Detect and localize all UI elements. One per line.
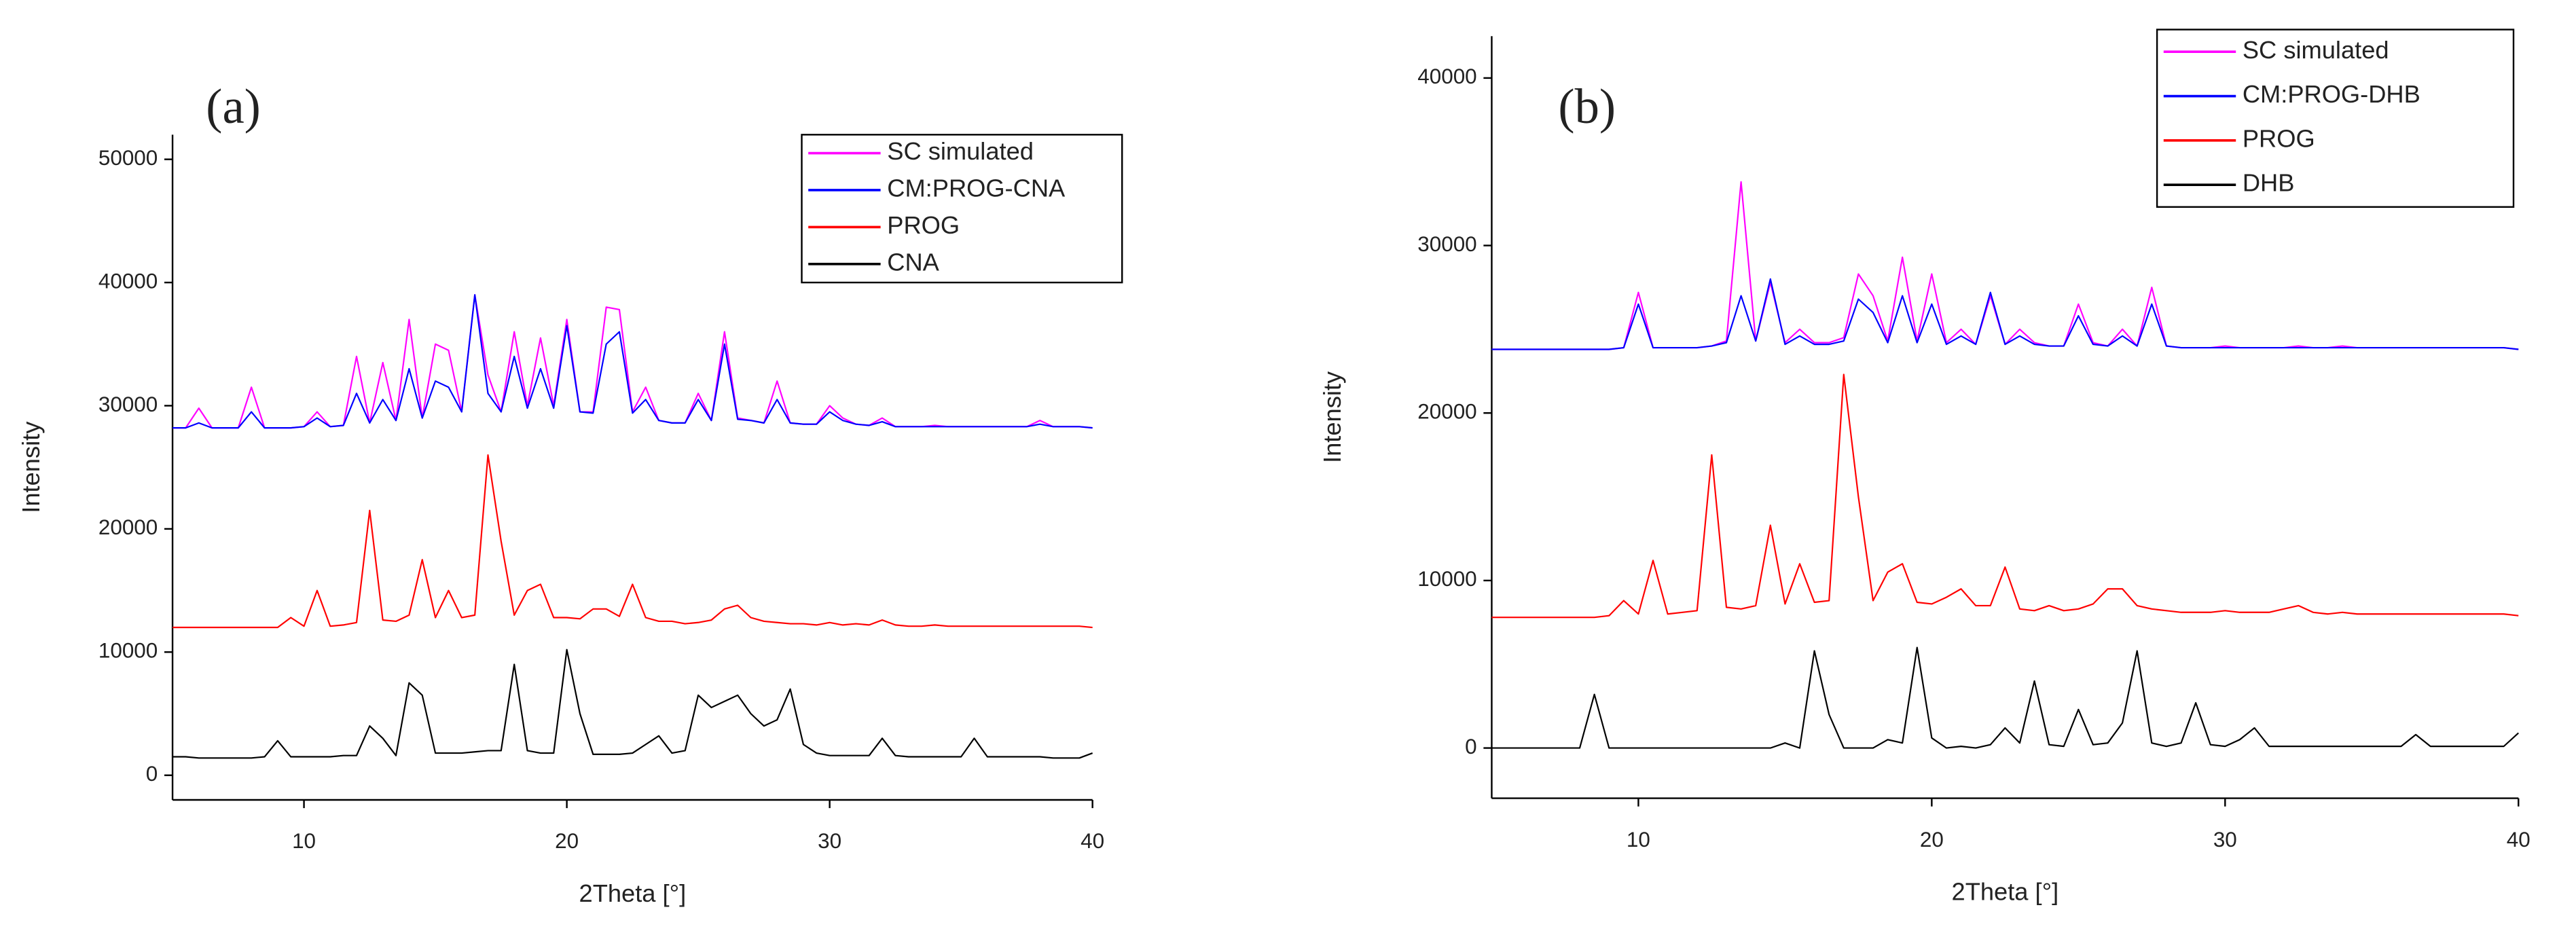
chart-title: (b): [1558, 79, 1616, 134]
y-tick-label: 30000: [1417, 232, 1476, 256]
x-tick-label: 30: [2213, 828, 2237, 852]
legend-box: [2156, 29, 2515, 208]
legend-box: [801, 134, 1123, 284]
x-tick-label: 40: [1081, 829, 1104, 853]
y-tick-label: 20000: [1417, 400, 1476, 424]
legend-label: SC simulated: [887, 137, 1034, 165]
data-line: [173, 648, 1093, 759]
x-tick-label: 40: [2507, 828, 2530, 852]
legend-label: PROG: [2243, 124, 2315, 152]
y-tick-label: 30000: [98, 392, 158, 416]
x-tick-label: 20: [1920, 828, 1944, 852]
x-tick-label: 20: [555, 829, 579, 853]
y-tick-label: 10000: [98, 639, 158, 663]
y-tick-label: 10000: [1417, 567, 1476, 591]
y-tick-label: 40000: [1417, 65, 1476, 88]
legend-label: PROG: [887, 211, 960, 239]
y-tick-label: 20000: [98, 515, 158, 539]
y-tick-label: 0: [146, 762, 158, 786]
x-tick-label: 10: [1627, 828, 1650, 852]
y-tick-label: 0: [1465, 735, 1476, 758]
x-axis-title: 2Theta [°]: [1952, 877, 2059, 905]
data-line: [1491, 278, 2519, 350]
x-tick-label: 30: [818, 829, 841, 853]
x-tick-label: 10: [292, 829, 316, 853]
chart-panel: 0 10000 20000 30000 40000 50000 10 20 30 40 2Theta…: [17, 79, 1123, 907]
legend-label: DHB: [2243, 169, 2295, 197]
data-line: [173, 294, 1093, 429]
y-tick-label: 40000: [98, 269, 158, 293]
data-line: [173, 294, 1093, 429]
y-axis-title: Intensity: [17, 421, 45, 513]
data-line: [1491, 646, 2519, 749]
data-line: [173, 454, 1093, 629]
legend-label: CNA: [887, 248, 939, 276]
x-axis-title: 2Theta [°]: [579, 879, 687, 907]
legend-label: CM:PROG-CNA: [887, 175, 1066, 202]
y-axis-title: Intensity: [1318, 371, 1346, 463]
y-tick-label: 50000: [98, 146, 158, 170]
chart-panel: 0 10000 20000 30000 40000 10 20 30 40 2Theta [°] I…: [1318, 29, 2530, 905]
legend-label: CM:PROG-DHB: [2243, 80, 2420, 108]
chart-title: (a): [206, 79, 261, 134]
legend-label: SC simulated: [2243, 36, 2389, 64]
data-line: [1491, 373, 2519, 619]
